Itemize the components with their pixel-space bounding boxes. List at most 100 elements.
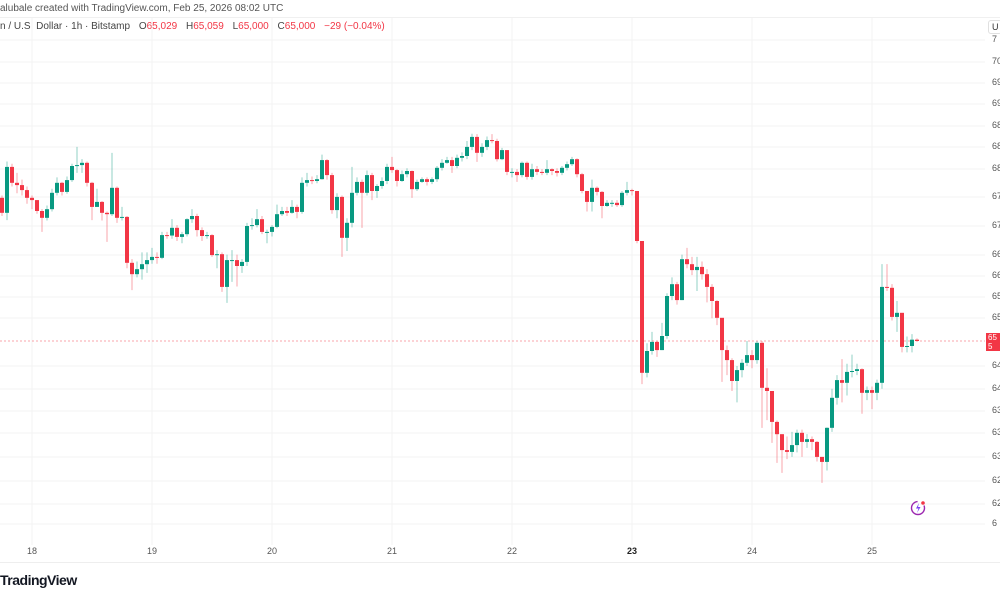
candle-body xyxy=(765,387,769,391)
candle-body xyxy=(580,174,584,191)
candle xyxy=(60,181,64,196)
candle-body xyxy=(150,256,154,261)
candle-body xyxy=(260,219,264,232)
candle xyxy=(110,152,114,216)
candle-body xyxy=(360,181,364,193)
candle xyxy=(795,429,799,453)
candle-body xyxy=(330,175,334,211)
candle-body xyxy=(795,432,799,446)
candle-body xyxy=(685,259,689,265)
candle-body xyxy=(805,439,809,442)
candle xyxy=(620,191,624,207)
candle xyxy=(10,163,14,187)
candle-body xyxy=(75,165,79,167)
symbol-title[interactable]: n / U.S. Dollar · 1h · Bitstamp xyxy=(0,21,131,32)
candle-body xyxy=(190,216,194,220)
candle xyxy=(835,375,839,405)
candle-body xyxy=(665,296,669,336)
candle-body xyxy=(405,171,409,175)
candle-body xyxy=(605,202,609,206)
bar-countdown-text: 5 xyxy=(988,342,993,351)
candle-body xyxy=(910,339,914,346)
candle xyxy=(120,206,124,221)
candle xyxy=(255,209,259,228)
candle-body xyxy=(835,380,839,398)
candle-body xyxy=(715,301,719,318)
candle xyxy=(305,172,309,187)
candle-body xyxy=(845,371,849,383)
candle xyxy=(775,420,779,463)
candle-body xyxy=(610,202,614,204)
candle-body xyxy=(170,227,174,236)
candle xyxy=(65,176,69,194)
candle xyxy=(690,256,694,276)
candle-body xyxy=(350,192,354,223)
candle-body xyxy=(90,182,94,207)
candle xyxy=(200,227,204,241)
candle xyxy=(370,172,374,201)
candle xyxy=(320,154,324,180)
candle-body xyxy=(695,266,699,271)
candle xyxy=(25,186,29,204)
candle xyxy=(270,225,274,237)
candle xyxy=(740,359,744,378)
candle xyxy=(505,150,509,176)
candle xyxy=(665,293,669,339)
candle xyxy=(590,179,594,212)
candle-body xyxy=(640,241,644,373)
candle xyxy=(290,200,294,214)
candle-body xyxy=(325,160,329,176)
candle xyxy=(875,379,879,401)
candle-body xyxy=(225,260,229,287)
candle-body xyxy=(215,254,219,256)
price-tick-label: 65 xyxy=(992,291,1000,301)
candle xyxy=(225,254,229,303)
candle xyxy=(80,159,84,173)
symbol-legend: n / U.S. Dollar · 1h · Bitstamp O65,029 … xyxy=(0,21,385,32)
candle xyxy=(530,163,534,180)
candle xyxy=(555,168,559,177)
candle-body xyxy=(440,162,444,168)
candle-body xyxy=(230,260,234,262)
candle xyxy=(15,172,19,194)
candle xyxy=(650,331,654,355)
candle xyxy=(770,391,774,443)
candle xyxy=(330,172,334,214)
candle-body xyxy=(450,160,454,166)
candle xyxy=(565,161,569,171)
candle xyxy=(520,161,524,178)
candle xyxy=(175,225,179,241)
candle-body xyxy=(375,186,379,191)
candle xyxy=(585,191,589,212)
candle xyxy=(900,312,904,353)
candle-body xyxy=(155,256,159,258)
candle-body xyxy=(275,214,279,227)
candle xyxy=(550,168,554,176)
currency-button[interactable]: U xyxy=(988,20,1000,34)
open-label: O xyxy=(138,21,147,32)
close-value: 65,000 xyxy=(284,21,316,32)
tradingview-logo[interactable]: TradingView xyxy=(0,572,77,588)
candle xyxy=(180,231,184,244)
candle xyxy=(230,250,234,282)
candle-body xyxy=(0,197,4,213)
tradingview-snapshot-icon[interactable] xyxy=(909,499,927,522)
price-tick-label: 66 xyxy=(992,270,1000,280)
candle-body xyxy=(295,206,299,212)
candle-body xyxy=(615,202,619,206)
candle-body xyxy=(755,342,759,361)
candle xyxy=(625,181,629,196)
candle xyxy=(430,177,434,185)
candle xyxy=(670,277,674,301)
candle-body xyxy=(245,226,249,262)
candle-body xyxy=(855,369,859,371)
candle-body xyxy=(165,235,169,237)
time-tick-label: 19 xyxy=(146,546,158,556)
candle xyxy=(695,256,699,291)
candle-body xyxy=(400,174,404,181)
candle-body xyxy=(15,182,19,186)
candle-body xyxy=(335,196,339,211)
candle-body xyxy=(600,191,604,206)
candle-body xyxy=(420,179,424,182)
